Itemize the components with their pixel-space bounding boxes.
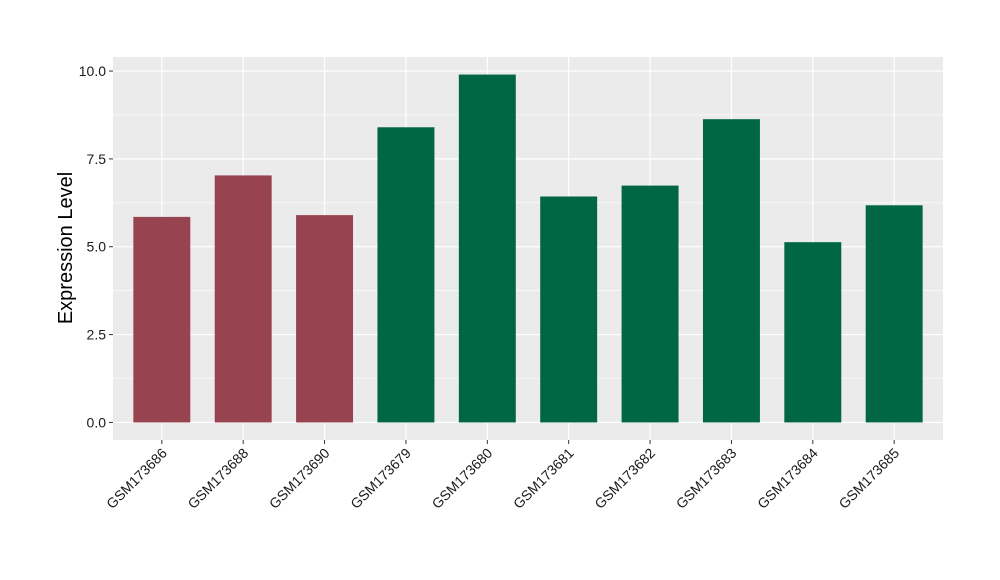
bar-gsm173682	[621, 185, 679, 423]
bar-gsm173680	[458, 74, 516, 423]
bar-gsm173679	[377, 127, 435, 423]
x-tick-label: GSM173690	[266, 445, 333, 512]
x-tick-label: GSM173688	[184, 445, 251, 512]
x-tick-label: GSM173684	[754, 445, 821, 512]
x-tick-label: GSM173679	[347, 445, 414, 512]
y-tick-label: 7.5	[87, 151, 107, 167]
bar-gsm173683	[702, 119, 760, 423]
x-tick-label: GSM173682	[591, 445, 658, 512]
bar-gsm173686	[133, 216, 191, 423]
x-axis: GSM173686 GSM173688 GSM173690 GSM173679 GSM1…	[103, 440, 902, 512]
bar-gsm173685	[865, 205, 923, 423]
bar-gsm173688	[214, 175, 272, 423]
bar-gsm173681	[540, 196, 598, 423]
bars	[133, 74, 923, 423]
y-tick-label: 2.5	[87, 327, 107, 343]
y-tick-label: 5.0	[87, 239, 107, 255]
x-tick-label: GSM173680	[429, 445, 496, 512]
y-axis: 0.0 2.5 5.0 7.5 10.0	[79, 63, 113, 430]
x-tick-label: GSM173681	[510, 445, 577, 512]
y-tick-label: 10.0	[79, 63, 106, 79]
bar-gsm173684	[784, 242, 842, 423]
x-tick-label: GSM173683	[673, 445, 740, 512]
x-tick-label: GSM173686	[103, 445, 170, 512]
bar-gsm173690	[296, 215, 354, 423]
y-tick-label: 0.0	[87, 414, 107, 430]
y-axis-title: Expression Level	[55, 172, 77, 324]
x-tick-label: GSM173685	[835, 445, 902, 512]
